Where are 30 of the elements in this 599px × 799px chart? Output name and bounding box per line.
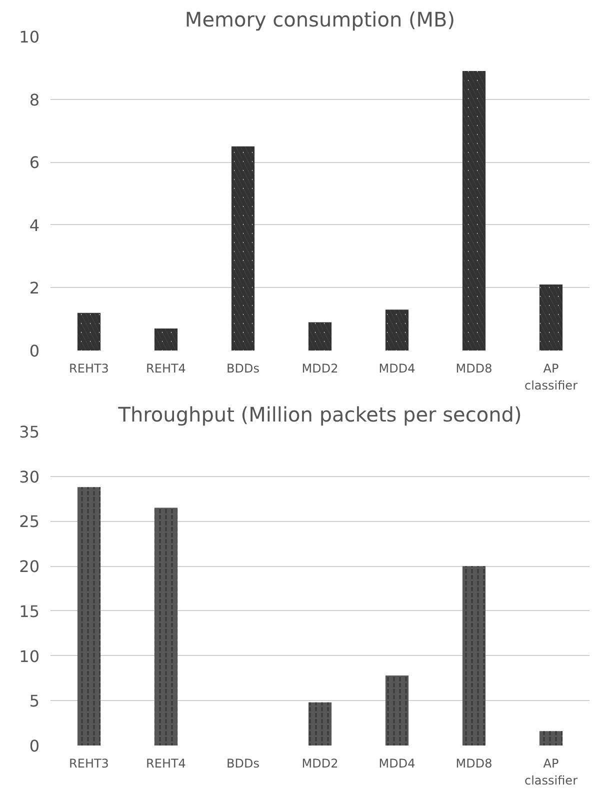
y-tick-label: 10 — [19, 28, 40, 46]
x-tick-label: REHT4 — [146, 362, 186, 376]
x-tick-label: MDD8 — [456, 362, 492, 376]
y-tick-label: 6 — [29, 153, 40, 172]
x-tick-label: REHT3 — [69, 756, 109, 770]
y-tick-label: 0 — [29, 736, 40, 756]
y-tick-label: 4 — [29, 216, 40, 235]
y-tick-label: 0 — [29, 342, 40, 360]
x-tick-label: REHT3 — [69, 362, 109, 376]
x-tick-label: AP classifier — [524, 756, 578, 788]
chart-title: Memory consumption (MB) — [184, 8, 456, 32]
y-tick-label: 20 — [19, 557, 40, 576]
x-tick-label: BDDs — [226, 756, 260, 770]
y-tick-label: 8 — [29, 90, 40, 110]
x-tick-label: MDD4 — [378, 756, 416, 770]
y-tick-label: 25 — [19, 512, 40, 532]
x-tick-label: MDD2 — [302, 362, 338, 376]
x-tick-label: MDD4 — [378, 362, 416, 376]
x-tick-label: AP classifier — [524, 362, 578, 392]
y-tick-label: 15 — [19, 602, 40, 621]
y-tick-label: 5 — [29, 692, 40, 711]
y-tick-label: 10 — [19, 646, 40, 666]
y-tick-label: 2 — [29, 278, 40, 298]
y-tick-label: 30 — [19, 467, 40, 486]
x-tick-label: MDD2 — [302, 756, 338, 770]
x-tick-label: REHT4 — [146, 756, 186, 770]
chart-title: Throughput (Million packets per second) — [117, 402, 522, 426]
x-tick-label: BDDs — [226, 362, 260, 376]
y-tick-label: 35 — [19, 422, 40, 442]
x-tick-label: MDD8 — [456, 756, 492, 770]
